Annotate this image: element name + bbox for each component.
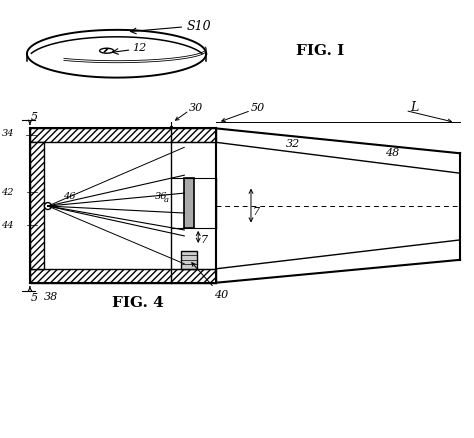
Text: 50: 50 xyxy=(251,103,265,113)
Circle shape xyxy=(45,203,51,210)
Bar xyxy=(30,269,216,283)
Text: 42: 42 xyxy=(1,187,14,196)
Text: 48: 48 xyxy=(385,148,400,158)
Text: 7: 7 xyxy=(200,234,207,244)
Bar xyxy=(30,143,44,269)
Text: 34: 34 xyxy=(1,129,14,138)
Text: a: a xyxy=(164,196,168,204)
Text: L: L xyxy=(410,101,419,114)
Text: 5: 5 xyxy=(31,292,38,302)
Text: 38: 38 xyxy=(44,291,58,301)
Text: FIG. I: FIG. I xyxy=(296,44,344,57)
Text: FIG. 4: FIG. 4 xyxy=(111,295,164,309)
Text: 5: 5 xyxy=(31,112,38,122)
Text: 30: 30 xyxy=(189,103,203,113)
Text: 32: 32 xyxy=(286,138,300,148)
Text: 44: 44 xyxy=(1,221,14,230)
Text: 46: 46 xyxy=(63,192,75,201)
Text: 36: 36 xyxy=(155,192,167,201)
Text: 12: 12 xyxy=(133,42,147,53)
Text: 7: 7 xyxy=(253,206,260,216)
Text: S10: S10 xyxy=(186,20,211,33)
Bar xyxy=(184,179,194,229)
Bar xyxy=(30,129,216,143)
Bar xyxy=(181,251,197,269)
Text: 40: 40 xyxy=(214,289,228,299)
